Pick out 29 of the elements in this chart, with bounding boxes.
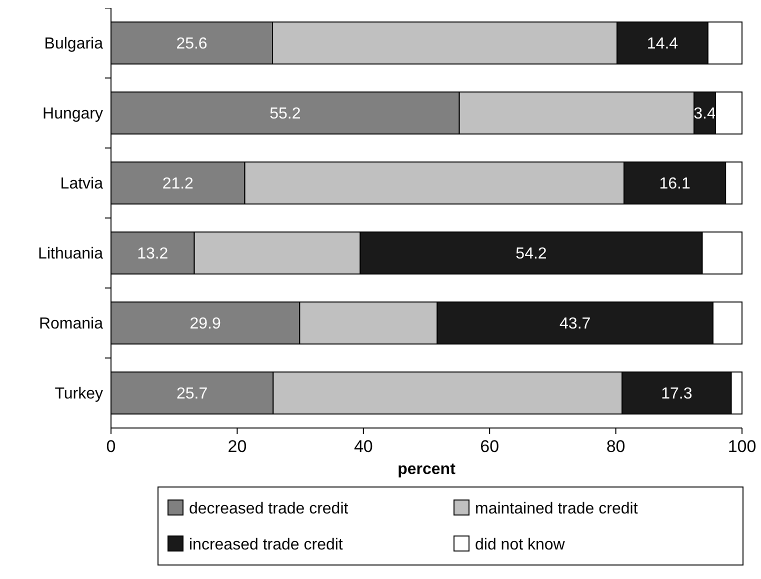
data-label: 17.3: [661, 386, 692, 403]
y-tick-label: Hungary: [42, 106, 103, 123]
data-label: 29.9: [190, 316, 222, 333]
data-label: 13.2: [137, 246, 168, 263]
data-label: 3.4: [694, 106, 716, 123]
legend-label: increased trade credit: [189, 536, 344, 554]
legend-label: did not know: [475, 536, 566, 554]
data-label: 43.7: [560, 316, 591, 333]
y-tick-label: Latvia: [60, 176, 104, 193]
data-label: 25.6: [176, 36, 208, 53]
data-label: 14.4: [646, 36, 678, 53]
legend-label: decreased trade credit: [189, 500, 349, 518]
x-tick-label: 40: [354, 437, 373, 456]
data-label: 21.2: [162, 176, 194, 193]
y-tick-label: Turkey: [54, 386, 103, 403]
x-tick-label: 100: [728, 437, 756, 456]
x-axis-title: percent: [398, 461, 456, 478]
data-label: 25.7: [176, 386, 208, 403]
y-tick-label: Lithuania: [38, 246, 104, 263]
data-label: 16.1: [659, 176, 690, 193]
x-tick-label: 20: [228, 437, 247, 456]
y-tick-label: Bulgaria: [44, 36, 104, 53]
x-tick-label: 60: [480, 437, 500, 456]
x-tick-label: 0: [106, 437, 116, 456]
y-tick-label: Romania: [38, 316, 104, 333]
legend-label: maintained trade credit: [475, 500, 638, 518]
x-tick-label: 80: [606, 437, 626, 456]
data-label: 55.2: [270, 106, 301, 123]
data-label: 54.2: [516, 246, 547, 263]
